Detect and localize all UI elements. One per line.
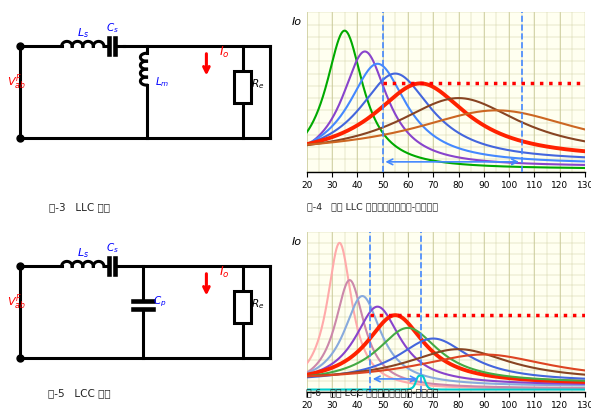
Text: $R_e$: $R_e$ — [251, 78, 265, 91]
Text: $C_s$: $C_s$ — [106, 22, 118, 35]
FancyBboxPatch shape — [234, 71, 251, 103]
Text: $I_o$: $I_o$ — [219, 44, 229, 60]
Text: $V_{ab}^F$: $V_{ab}^F$ — [7, 72, 26, 91]
Text: $I_o$: $I_o$ — [219, 264, 229, 279]
Text: 图-4   采用 LLC 做恒流的输出电流-频率曲线: 图-4 采用 LLC 做恒流的输出电流-频率曲线 — [307, 202, 438, 211]
Text: $L_s$: $L_s$ — [77, 246, 89, 260]
Text: $C_p$: $C_p$ — [153, 295, 167, 310]
Text: Io: Io — [291, 17, 301, 27]
Text: [kHz]: [kHz] — [590, 183, 591, 193]
Text: [kHz]: [kHz] — [590, 403, 591, 408]
Text: 图-5   LCC 拓扑: 图-5 LCC 拓扑 — [48, 388, 111, 398]
Text: $C_s$: $C_s$ — [106, 242, 118, 255]
Text: Io: Io — [291, 237, 301, 247]
Text: $V_{ab}^F$: $V_{ab}^F$ — [7, 292, 26, 312]
Text: 图-6   采用 LCC 做恒流的输出电流-频率曲线: 图-6 采用 LCC 做恒流的输出电流-频率曲线 — [306, 389, 439, 398]
Text: $L_m$: $L_m$ — [155, 75, 169, 89]
Text: $R_e$: $R_e$ — [251, 297, 265, 311]
Text: 图-3   LLC 拓扑: 图-3 LLC 拓扑 — [49, 202, 111, 212]
Text: $L_s$: $L_s$ — [77, 26, 89, 40]
FancyBboxPatch shape — [234, 291, 251, 324]
